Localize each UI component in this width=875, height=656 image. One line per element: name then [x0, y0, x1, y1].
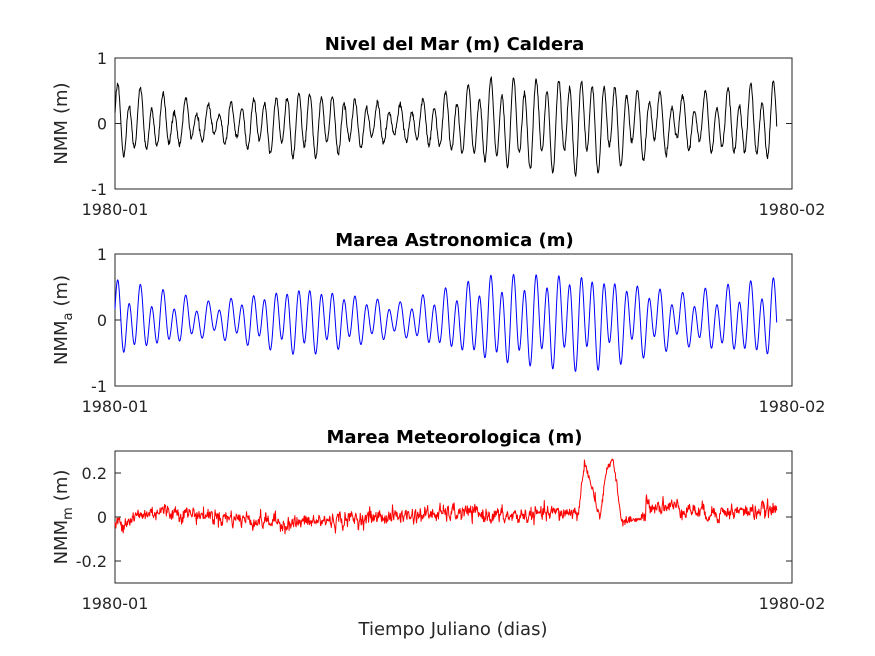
y-tick-label: -1 [91, 377, 107, 396]
figure-x-axis-label: Tiempo Juliano (dias) [358, 619, 548, 640]
x-tick-label: 1980-02 [759, 200, 826, 219]
y-tick-label: 0 [97, 115, 107, 134]
x-tick-label: 1980-02 [759, 397, 826, 416]
series-line-1 [114, 76, 778, 177]
chart-title: Marea Astronomica (m) [335, 230, 573, 251]
chart-panel-2: Marea Astronomica (m) -1 0 1 1980-01 1980-02 N… [51, 230, 825, 416]
y-tick-label: 0 [97, 311, 107, 330]
y-axis-label: NMM(m) [51, 82, 72, 164]
y-axis-label: NMMm(m) [51, 470, 76, 565]
chart-panels: Nivel del Mar (m) Caldera -1 0 1 1980-01 1980… [51, 34, 825, 613]
x-tick-label: 1980-01 [82, 594, 149, 613]
y-tick-label: 0.2 [82, 464, 107, 483]
chart-panel-1: Nivel del Mar (m) Caldera -1 0 1 1980-01 1980… [51, 34, 825, 219]
y-tick-label: 1 [97, 49, 107, 68]
y-tick-label: 0 [97, 508, 107, 527]
series-line-1 [114, 274, 778, 372]
chart-title: Nivel del Mar (m) Caldera [325, 34, 584, 55]
chart-panel-3: Marea Meteorologica (m) -0.2 0 0.2 1980-01 19… [51, 427, 825, 613]
chart-title: Marea Meteorologica (m) [327, 427, 583, 448]
y-axis-label: NMMa(m) [51, 275, 76, 365]
x-tick-label: 1980-02 [759, 594, 826, 613]
series-line-1 [114, 458, 778, 535]
y-tick-label: -0.2 [76, 552, 107, 571]
x-tick-label: 1980-01 [82, 397, 149, 416]
y-tick-label: 1 [97, 245, 107, 264]
x-tick-label: 1980-01 [82, 200, 149, 219]
y-tick-label: -1 [91, 180, 107, 199]
